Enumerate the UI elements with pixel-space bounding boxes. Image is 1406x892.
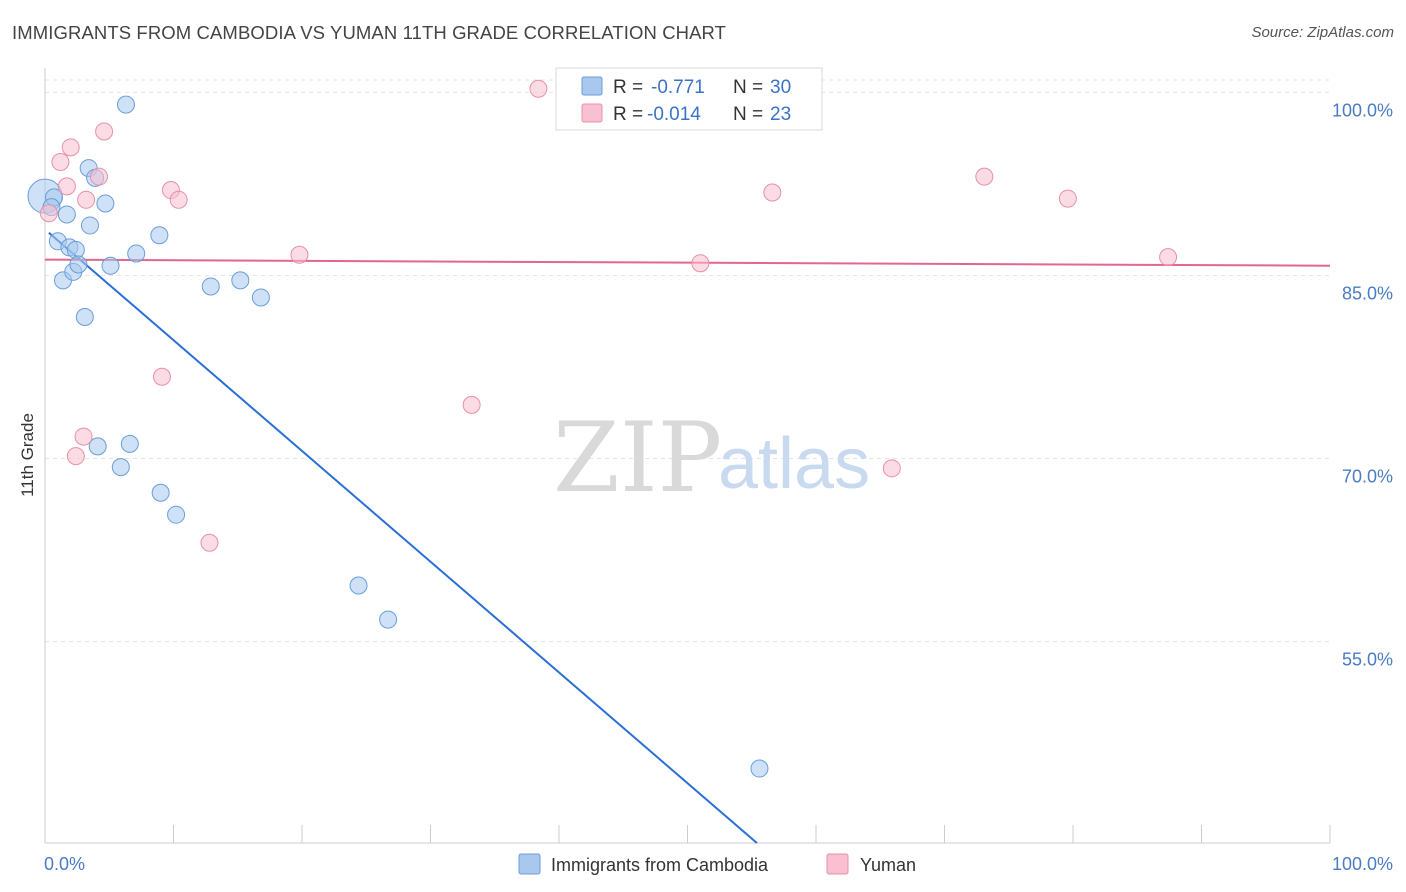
gridlines (45, 79, 1330, 643)
data-point (1058, 189, 1077, 208)
legend-n-label-2: N = (733, 104, 763, 125)
data-point (290, 245, 309, 264)
data-point (116, 95, 135, 114)
x-tick-label-max: 100.0% (1332, 854, 1393, 874)
data-point (69, 255, 88, 274)
tick-labels: 100.0% 85.0% 70.0% 55.0% 0.0% 100.0% (44, 100, 1393, 874)
data-point (882, 459, 901, 478)
data-point (151, 483, 170, 502)
data-point (750, 759, 769, 778)
y-tick-label: 55.0% (1342, 650, 1393, 670)
data-point (88, 437, 107, 456)
data-point (80, 216, 99, 235)
legend-n-value-2: 23 (770, 104, 791, 125)
data-point (529, 79, 548, 98)
data-point (1159, 248, 1178, 267)
y-tick-label: 70.0% (1342, 467, 1393, 487)
watermark: ZIP atlas (553, 402, 870, 514)
data-point (89, 167, 108, 186)
data-point (379, 610, 398, 629)
data-point (61, 138, 80, 157)
data-point (95, 122, 114, 141)
data-point (74, 427, 93, 446)
legend-n-label-1: N = (733, 77, 763, 98)
data-point (57, 177, 76, 196)
data-point (169, 190, 188, 209)
data-point (66, 447, 85, 466)
legend-r-label-2: R = (613, 104, 643, 125)
data-point (251, 288, 270, 307)
data-point (96, 194, 115, 213)
watermark-atlas: atlas (718, 424, 870, 504)
legend-r-value-2: -0.014 (647, 104, 701, 125)
data-point (200, 533, 219, 552)
bottom-legend-label-cambodia: Immigrants from Cambodia (551, 855, 769, 875)
data-point (75, 307, 94, 326)
bottom-legend-swatch-yuman (826, 853, 849, 875)
legend-r-value-1: -0.771 (651, 77, 705, 98)
bottom-legend-swatch-cambodia (518, 853, 541, 875)
y-tick-label: 100.0% (1332, 100, 1393, 120)
data-point (150, 226, 169, 245)
data-point (975, 167, 994, 186)
data-point (39, 204, 58, 223)
data-point (77, 190, 96, 209)
series-yuman (39, 79, 1178, 552)
data-point (111, 458, 130, 477)
series-cambodia (27, 95, 769, 778)
trend-lines (44, 232, 1331, 844)
stats-legend: R = -0.771 N = 30 R = -0.014 N = 23 (555, 67, 823, 131)
data-point (462, 395, 481, 414)
y-axis-label: 11th Grade (18, 413, 37, 497)
x-tick-label-min: 0.0% (44, 854, 85, 874)
data-point (51, 152, 70, 171)
data-point (127, 244, 146, 263)
legend-swatch-cambodia (581, 76, 603, 96)
data-point (763, 183, 782, 202)
trend-line-cambodia (48, 232, 758, 844)
data-point (201, 277, 220, 296)
bottom-legend-label-yuman: Yuman (860, 855, 916, 875)
legend-swatch-yuman (581, 103, 603, 123)
data-point (152, 367, 171, 386)
data-point (349, 576, 368, 595)
trend-line-yuman (44, 258, 1331, 267)
data-point (57, 205, 76, 224)
watermark-zip: ZIP (553, 402, 722, 514)
series-legend: Immigrants from Cambodia Yuman (518, 853, 916, 875)
data-point (120, 434, 139, 453)
y-tick-label: 85.0% (1342, 283, 1393, 303)
data-point (66, 240, 85, 259)
source-label: Source: ZipAtlas.com (1251, 24, 1394, 41)
data-point (101, 256, 120, 275)
data-point (231, 271, 250, 290)
data-point (691, 254, 710, 273)
data-point (167, 505, 186, 524)
legend-r-label-1: R = (613, 77, 643, 98)
chart-title: IMMIGRANTS FROM CAMBODIA VS YUMAN 11TH G… (12, 22, 727, 43)
legend-n-value-1: 30 (770, 77, 791, 98)
data-points (27, 79, 1178, 778)
